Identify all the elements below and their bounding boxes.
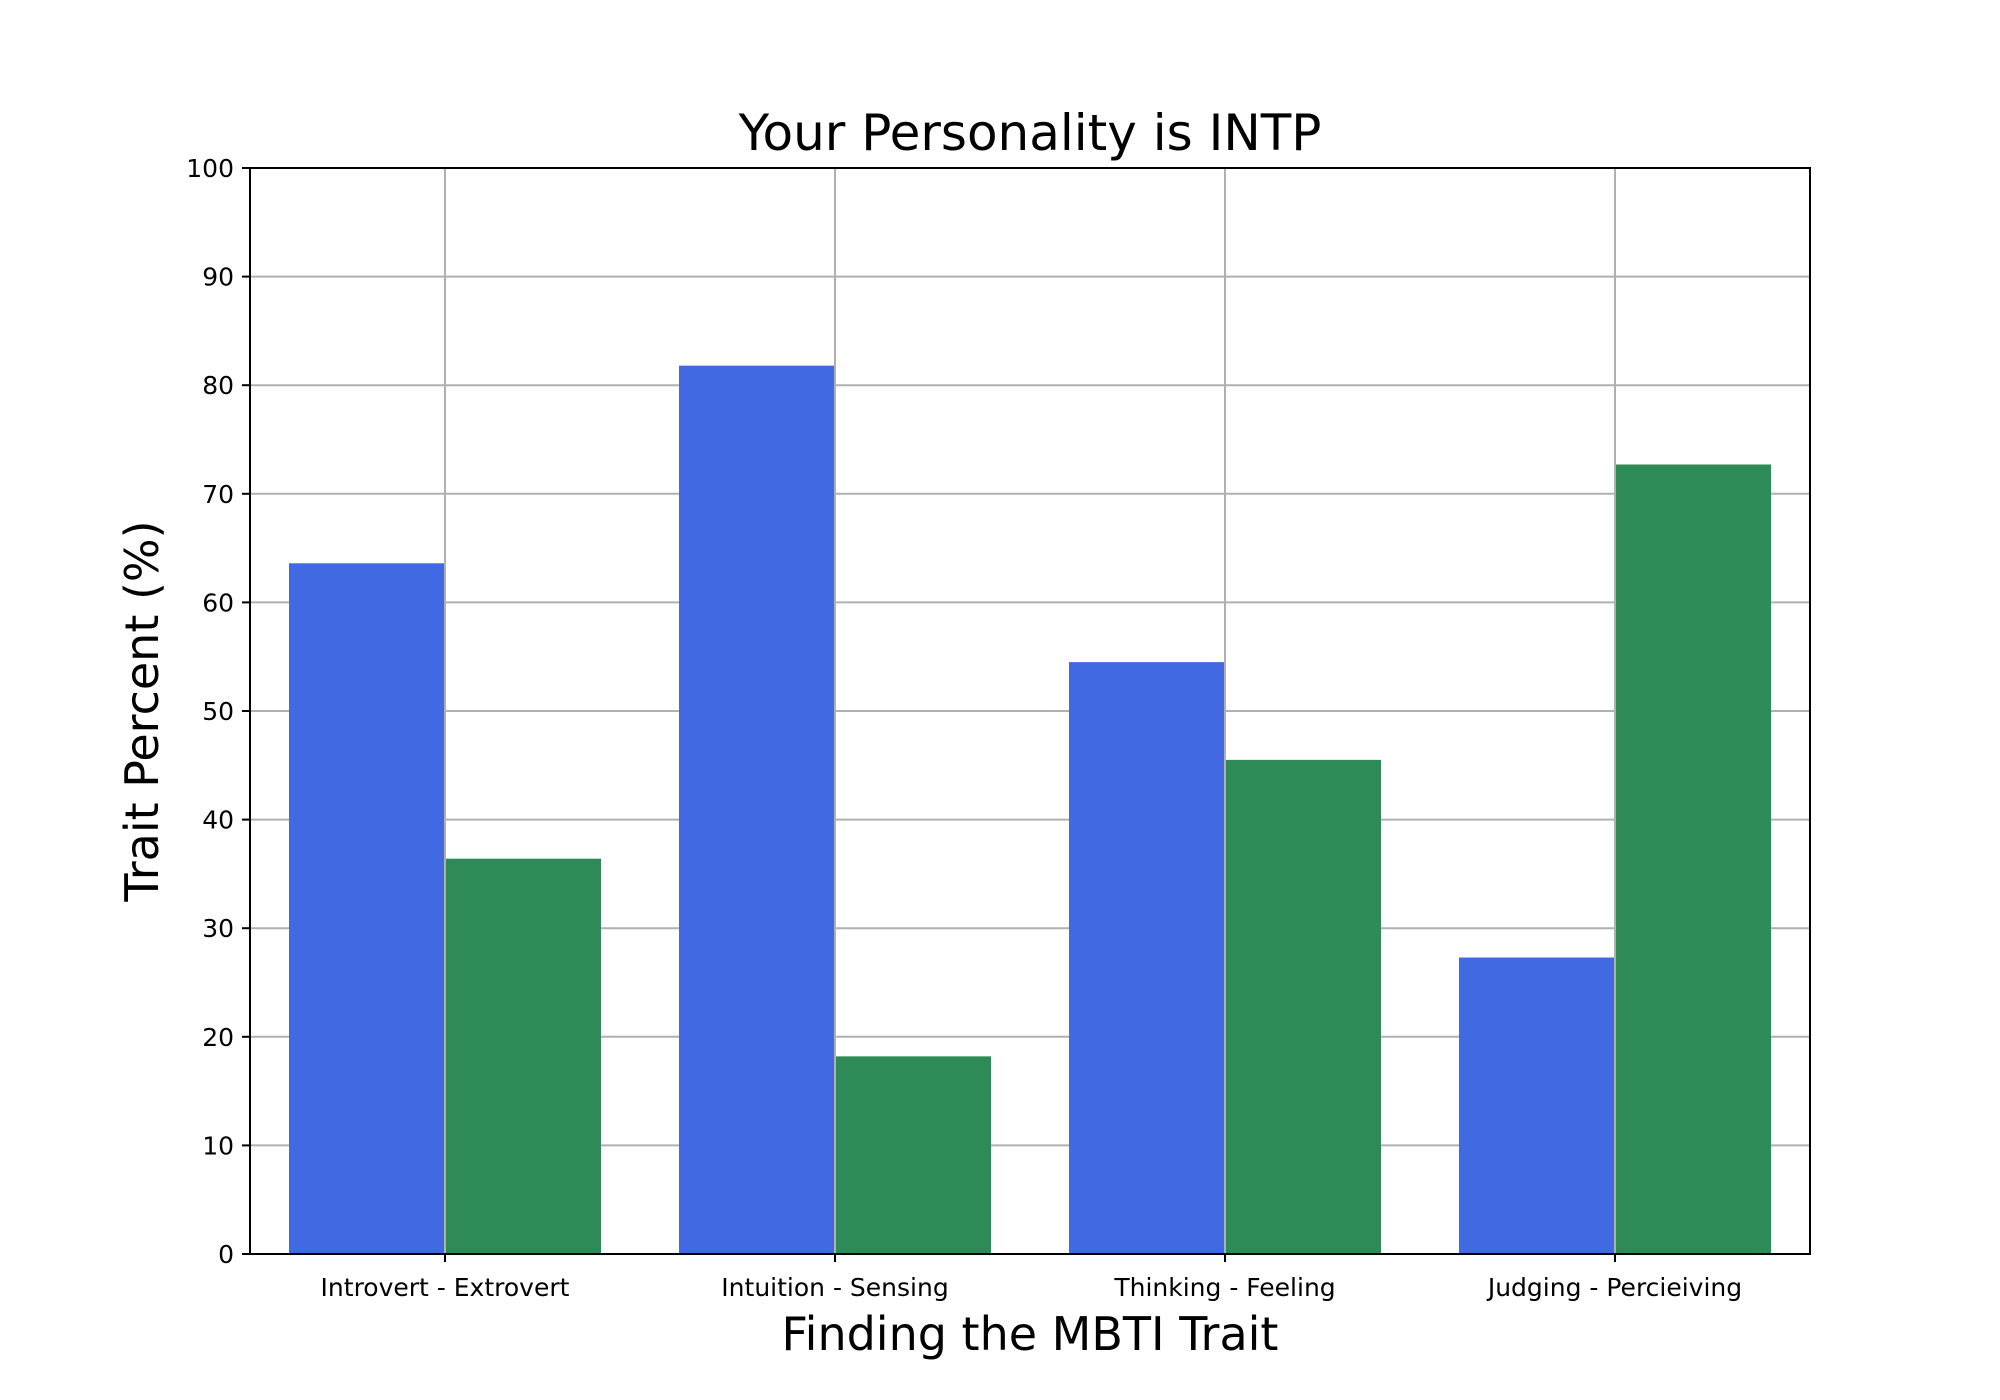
y-tick-label: 50	[202, 697, 234, 726]
bar-first-trait	[289, 563, 445, 1254]
bar-second-trait	[445, 858, 601, 1254]
y-tick-label: 80	[202, 371, 234, 400]
vertical-grid-lines	[444, 168, 1616, 1254]
y-tick-label: 90	[202, 263, 234, 292]
y-tick-label: 40	[202, 806, 234, 835]
x-axis-ticks: Introvert - Extrovert Intuition - Sensing…	[321, 1254, 1742, 1302]
y-tick-label: 30	[202, 914, 234, 943]
x-tick-label: Intuition - Sensing	[721, 1273, 948, 1302]
bar-first-trait	[1459, 957, 1615, 1254]
bar-first-trait	[679, 365, 835, 1255]
bar-first-trait	[1069, 662, 1225, 1254]
x-tick-label: Judging - Percieiving	[1486, 1273, 1742, 1302]
y-tick-label: 100	[186, 154, 234, 183]
bar-second-trait	[1225, 759, 1381, 1254]
y-axis-label: Trait Percent (%)	[115, 520, 169, 902]
bars	[289, 365, 1771, 1255]
y-tick-label: 70	[202, 480, 234, 509]
y-tick-label: 60	[202, 588, 234, 617]
y-axis-ticks: 0 10 20 30 40 50 60 70 80 90 100	[186, 154, 250, 1269]
x-axis-label: Finding the MBTI Trait	[782, 1307, 1279, 1361]
chart-title: Your Personality is INTP	[738, 104, 1322, 162]
bar-second-trait	[1615, 464, 1771, 1254]
y-tick-label: 10	[202, 1131, 234, 1160]
x-tick-label: Introvert - Extrovert	[321, 1273, 570, 1302]
x-tick-label: Thinking - Feeling	[1113, 1273, 1335, 1302]
y-tick-label: 0	[218, 1240, 234, 1269]
y-tick-label: 20	[202, 1023, 234, 1052]
bar-second-trait	[835, 1056, 991, 1254]
